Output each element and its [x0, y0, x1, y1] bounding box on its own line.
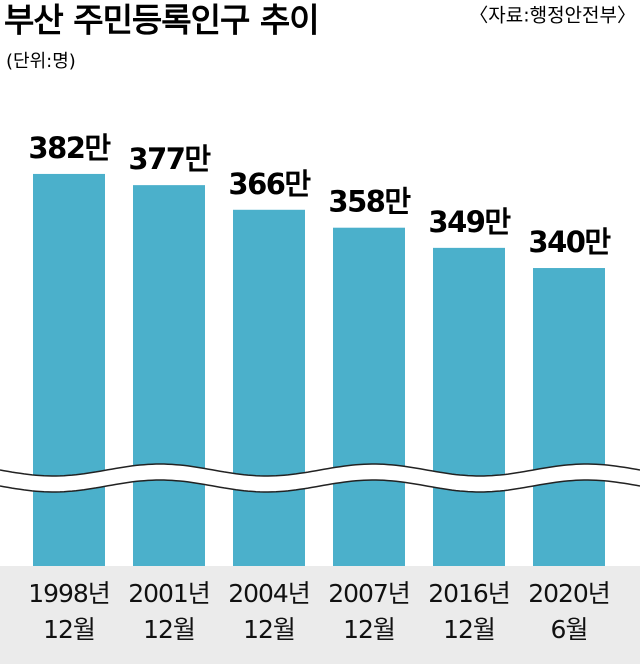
x-tick-label: 1998년 12월: [28, 579, 111, 644]
x-tick-label: 2007년 12월: [328, 579, 411, 644]
bar: [333, 227, 405, 567]
value-label: 377만: [128, 142, 211, 176]
axis-break-line: [0, 463, 640, 477]
bar: [33, 173, 105, 567]
x-tick-label: 2001년 12월: [128, 579, 211, 644]
axis-break: [0, 464, 640, 492]
chart-subtitle: (단위:명): [6, 51, 76, 72]
value-label: 382만: [28, 131, 111, 165]
axis-break-line: [0, 479, 640, 493]
value-label: 358만: [328, 185, 411, 219]
x-tick-label: 2016년 12월: [428, 579, 511, 644]
x-tick-label: 2020년 6월: [528, 579, 611, 644]
bar: [233, 209, 305, 566]
value-label: 349만: [428, 205, 511, 239]
value-label: 366만: [228, 167, 311, 201]
value-label: 340만: [528, 225, 611, 259]
chart-title: 부산 주민등록인구 추이: [4, 1, 319, 40]
category-band: [0, 566, 640, 664]
x-tick-label: 2004년 12월: [228, 579, 311, 644]
source: 〈자료:행정안전부〉: [469, 5, 636, 27]
bar: [433, 247, 505, 566]
bar: [533, 268, 605, 566]
bar: [133, 185, 205, 566]
